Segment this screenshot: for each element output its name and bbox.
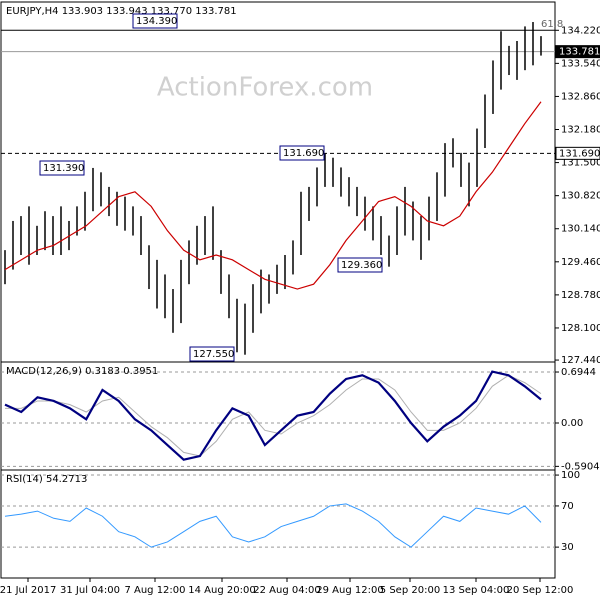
level-box [555, 45, 600, 59]
y-tick-label: 128.100 [561, 323, 600, 334]
annotation-box [337, 257, 383, 273]
panel-frame [0, 469, 556, 579]
annotation: 129.360 [341, 260, 382, 271]
y-tick-label: 100 [561, 470, 580, 481]
y-tick-label: 134.220 [561, 25, 600, 36]
level-label: 131.690 [559, 148, 600, 159]
annotation-box [39, 160, 85, 176]
y-tick-label: -0.5904 [561, 461, 600, 472]
x-tick-label: 31 Jul 04:00 [60, 585, 120, 596]
y-tick-label: 128.780 [561, 290, 600, 301]
x-tick-label: 20 Sep 12:00 [507, 585, 574, 596]
panel-title: EURJPY,H4 133.903 133.943 133.770 133.78… [6, 6, 237, 17]
annotation: 61.8 [541, 19, 563, 30]
annotation: 131.390 [43, 163, 84, 174]
y-tick-label: 0.00 [561, 418, 583, 429]
x-tick-label: 14 Aug 20:00 [188, 585, 255, 596]
x-tick-label: 21 Jul 2017 [0, 585, 56, 596]
series-line [4, 370, 542, 461]
x-tick-label: 29 Aug 12:00 [316, 585, 383, 596]
panel-title: RSI(14) 54.2713 [6, 474, 87, 485]
x-tick-label: 5 Sep 20:00 [380, 585, 440, 596]
y-tick-label: 130.140 [561, 224, 600, 235]
annotation-box [189, 346, 235, 362]
panel-title: MACD(12,26,9) 0.3183 0.3951 [6, 366, 158, 377]
y-tick-label: 70 [561, 501, 574, 512]
annotation-box [132, 13, 178, 29]
annotation: 134.390 [136, 16, 177, 27]
x-tick-label: 7 Aug 12:00 [124, 585, 185, 596]
annotation: 127.550 [193, 349, 234, 360]
y-tick-label: 129.460 [561, 257, 600, 268]
y-tick-label: 0.6944 [561, 367, 596, 378]
annotation: 131.690 [283, 148, 324, 159]
y-tick-label: 130.820 [561, 191, 600, 202]
watermark: ActionForex.com [157, 73, 373, 103]
y-tick-label: 132.180 [561, 125, 600, 136]
x-tick-label: 13 Sep 04:00 [443, 585, 510, 596]
y-tick-label: 127.440 [561, 355, 600, 366]
annotation-box [279, 145, 325, 161]
y-tick-label: 133.540 [561, 58, 600, 69]
x-tick-label: 22 Aug 04:00 [253, 585, 320, 596]
y-tick-label: 30 [561, 542, 574, 553]
y-tick-label: 131.500 [561, 158, 600, 169]
level-box [555, 146, 600, 160]
y-tick-label: 132.860 [561, 91, 600, 102]
series-line [4, 101, 542, 290]
series-line [4, 503, 542, 548]
level-label: 133.781 [559, 47, 600, 58]
